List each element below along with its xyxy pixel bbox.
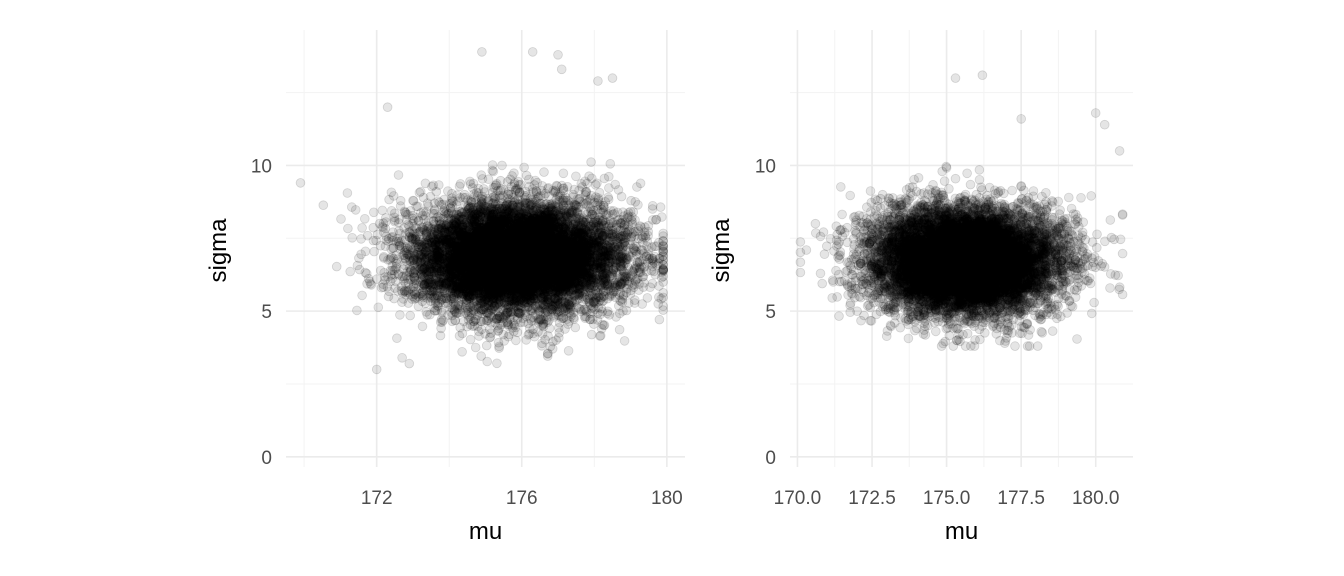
data-point (417, 321, 428, 332)
data-point (484, 246, 495, 256)
data-point (491, 239, 502, 249)
data-point (519, 247, 530, 258)
data-point (520, 248, 530, 258)
data-point (457, 346, 467, 357)
data-point (517, 256, 528, 267)
data-point (409, 228, 419, 238)
data-point (519, 162, 529, 173)
data-point (507, 200, 518, 211)
data-point (520, 227, 531, 238)
data-point (539, 167, 549, 177)
data-point (497, 242, 508, 253)
data-point (459, 258, 470, 268)
data-point (434, 235, 445, 245)
data-point (545, 211, 555, 222)
scatter-points (295, 47, 668, 375)
data-point (474, 201, 484, 211)
data-point (368, 207, 379, 218)
data-point (626, 195, 636, 206)
data-point (539, 221, 550, 232)
data-point (508, 297, 519, 308)
data-point (654, 314, 665, 325)
data-point (572, 241, 583, 251)
data-point (359, 214, 370, 224)
data-point (498, 215, 509, 226)
data-point (497, 254, 508, 265)
data-point (619, 237, 630, 248)
data-point (558, 242, 569, 253)
data-point (553, 332, 564, 343)
data-point (586, 274, 597, 285)
data-point (522, 263, 533, 274)
data-point (343, 223, 353, 234)
data-point (619, 336, 630, 346)
data-point (345, 266, 356, 277)
data-point (488, 298, 498, 309)
data-point (514, 209, 525, 220)
data-point (573, 213, 583, 224)
data-point (515, 219, 525, 230)
data-point (560, 283, 571, 294)
data-point (465, 334, 476, 345)
data-point (342, 188, 353, 198)
data-point (509, 238, 520, 249)
data-point (655, 202, 666, 212)
data-point (543, 236, 554, 247)
data-point (564, 244, 575, 255)
data-point (586, 157, 596, 167)
data-point (497, 272, 508, 283)
data-point (558, 168, 569, 179)
data-point (541, 247, 551, 258)
data-point (461, 252, 472, 263)
data-point (559, 236, 569, 247)
data-point (347, 233, 358, 243)
data-point (538, 252, 548, 262)
data-point (478, 245, 488, 256)
data-point (566, 198, 576, 208)
data-point (428, 209, 439, 219)
data-point (336, 214, 346, 224)
data-point (471, 244, 482, 254)
data-point (496, 249, 506, 260)
